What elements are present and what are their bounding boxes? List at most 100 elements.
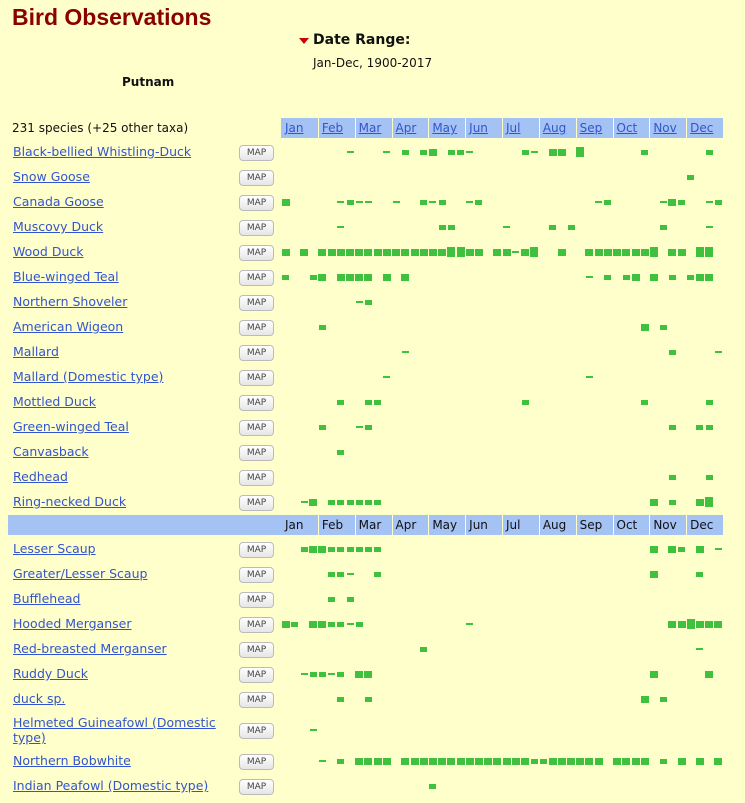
month-label[interactable]: Apr [395, 121, 417, 135]
frequency-bar [337, 621, 345, 627]
species-link[interactable]: Mallard (Domestic type) [13, 369, 164, 384]
frequency-bar [337, 201, 345, 203]
frequency-bar [714, 548, 722, 550]
species-link[interactable]: Lesser Scaup [13, 541, 96, 556]
month-divider [649, 515, 651, 535]
map-button[interactable]: MAP [239, 320, 274, 336]
species-link[interactable]: American Wigeon [13, 319, 124, 334]
frequency-bar [640, 757, 649, 765]
date-range-label[interactable]: Date Range: [313, 32, 411, 48]
month-label[interactable]: Jul [506, 121, 521, 135]
map-button[interactable]: MAP [239, 692, 274, 708]
frequency-bar [686, 619, 695, 629]
frequency-bar [705, 620, 714, 628]
species-link[interactable]: Black-bellied Whistling-Duck [13, 144, 192, 159]
species-link[interactable]: Ruddy Duck [13, 666, 88, 681]
frequency-bar [337, 399, 345, 405]
frequency-bar [364, 273, 373, 281]
month-label[interactable]: Dec [690, 121, 714, 135]
collapse-arrow[interactable] [299, 38, 309, 44]
month-label[interactable]: Jan [285, 121, 304, 135]
map-button[interactable]: MAP [239, 495, 274, 511]
species-link[interactable]: Red-breasted Merganser [13, 641, 167, 656]
map-button[interactable]: MAP [239, 723, 274, 739]
map-button[interactable]: MAP [239, 245, 274, 261]
frequency-bar [677, 620, 686, 628]
species-link[interactable]: Muscovy Duck [13, 219, 104, 234]
map-button[interactable]: MAP [239, 642, 274, 658]
month-label: Dec [690, 518, 714, 532]
map-button[interactable]: MAP [239, 779, 274, 795]
month-label[interactable]: Nov [653, 121, 677, 135]
map-button[interactable]: MAP [239, 395, 274, 411]
species-link[interactable]: Redhead [13, 469, 68, 484]
month-label[interactable]: Mar [358, 121, 382, 135]
map-button[interactable]: MAP [239, 170, 274, 186]
species-link[interactable]: Canvasback [13, 444, 89, 459]
frequency-bar [594, 248, 603, 256]
species-link[interactable]: Northern Bobwhite [13, 753, 131, 768]
frequency-bar [465, 757, 474, 765]
species-link[interactable]: Wood Duck [13, 244, 84, 259]
map-button[interactable]: MAP [239, 567, 274, 583]
frequency-bar [337, 758, 345, 764]
map-button[interactable]: MAP [239, 445, 274, 461]
species-link[interactable]: Mallard [13, 344, 59, 359]
species-link[interactable]: Helmeted Guineafowl (Domestic type) [13, 715, 216, 745]
map-button[interactable]: MAP [239, 345, 274, 361]
species-link[interactable]: Indian Peafowl (Domestic type) [13, 778, 209, 793]
month-divider [317, 515, 319, 535]
frequency-bar [328, 499, 336, 505]
frequency-bar [328, 571, 336, 577]
frequency-bar [309, 545, 318, 553]
species-link[interactable]: Hooded Merganser [13, 616, 132, 631]
species-link[interactable]: duck sp. [13, 691, 66, 706]
species-link[interactable]: Bufflehead [13, 591, 81, 606]
species-link[interactable]: Green-winged Teal [13, 419, 129, 434]
month-label[interactable]: May [432, 121, 458, 135]
species-link[interactable]: Snow Goose [13, 169, 90, 184]
frequency-bar [328, 673, 336, 675]
map-button[interactable]: MAP [239, 542, 274, 558]
frequency-bar [355, 248, 364, 256]
frequency-bar [696, 648, 704, 650]
frequency-bar [373, 248, 382, 256]
map-button[interactable]: MAP [239, 754, 274, 770]
frequency-bar [374, 546, 382, 552]
species-link[interactable]: Canada Goose [13, 194, 104, 209]
frequency-bar [420, 646, 428, 652]
species-link[interactable]: Greater/Lesser Scaup [13, 566, 148, 581]
frequency-bar [466, 151, 474, 153]
month-label[interactable]: Sep [579, 121, 603, 135]
species-link[interactable]: Northern Shoveler [13, 294, 128, 309]
frequency-bar [337, 449, 345, 455]
map-button[interactable]: MAP [239, 195, 274, 211]
frequency-bar [420, 199, 428, 205]
frequency-bar [318, 248, 327, 256]
species-link[interactable]: Ring-necked Duck [13, 494, 127, 509]
map-button[interactable]: MAP [239, 667, 274, 683]
month-label: Mar [358, 518, 382, 532]
species-link[interactable]: Mottled Duck [13, 394, 96, 409]
frequency-bar [410, 757, 419, 765]
frequency-bar [447, 224, 455, 230]
map-button[interactable]: MAP [239, 592, 274, 608]
frequency-bar [705, 149, 713, 155]
frequency-bar [668, 620, 677, 628]
map-button[interactable]: MAP [239, 145, 274, 161]
map-button[interactable]: MAP [239, 220, 274, 236]
map-button[interactable]: MAP [239, 295, 274, 311]
frequency-bar [622, 274, 630, 280]
month-label[interactable]: Aug [542, 121, 567, 135]
map-button[interactable]: MAP [239, 370, 274, 386]
frequency-bar [346, 248, 355, 256]
map-button[interactable]: MAP [239, 617, 274, 633]
frequency-bar [585, 757, 594, 765]
map-button[interactable]: MAP [239, 470, 274, 486]
month-label[interactable]: Oct [616, 121, 638, 135]
month-label[interactable]: Feb [321, 121, 344, 135]
map-button[interactable]: MAP [239, 420, 274, 436]
month-label[interactable]: Jun [469, 121, 488, 135]
species-link[interactable]: Blue-winged Teal [13, 269, 119, 284]
map-button[interactable]: MAP [239, 270, 274, 286]
